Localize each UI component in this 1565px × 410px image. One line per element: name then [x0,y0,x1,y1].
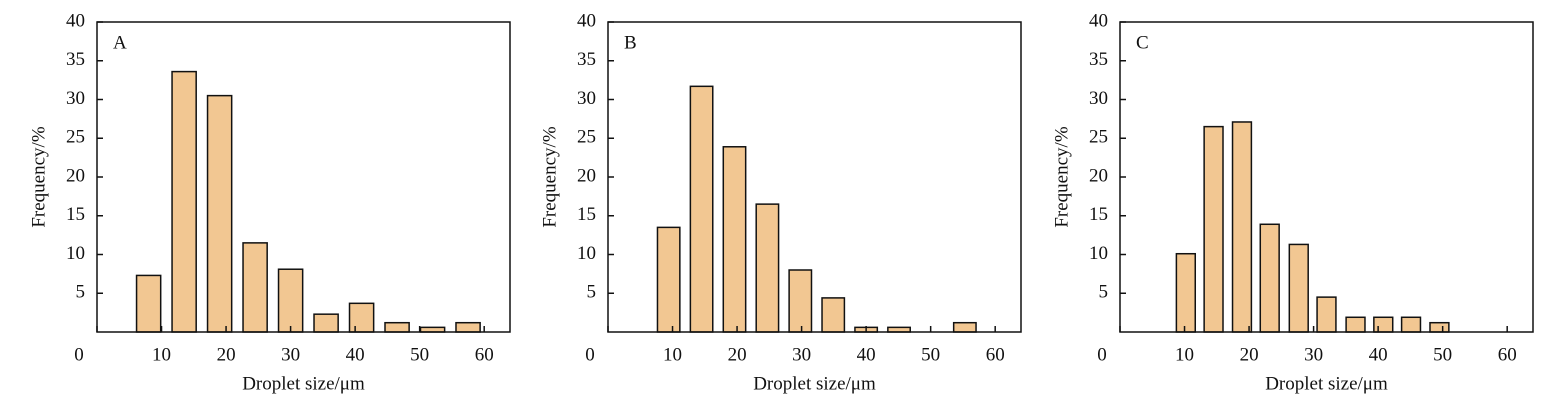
y-tick-label: 25 [1089,127,1108,148]
x-tick-label: 30 [1304,344,1323,365]
bar [1203,125,1224,333]
x-tick-label: 30 [792,344,811,365]
x-tick-label: 20 [217,344,236,365]
y-tick-label: 10 [66,243,85,264]
x-tick-label: 40 [1369,344,1388,365]
y-tick-label: 30 [66,88,85,109]
bar [171,70,197,333]
y-tick-label: 35 [577,49,596,70]
y-axis-label: Frequency/% [539,126,560,227]
bar [722,146,747,333]
y-tick-label: 25 [66,127,85,148]
y-tick-label: 20 [577,165,596,186]
y-tick-label: 30 [577,88,596,109]
panel: 5 10 15 20 25 30 35 40 0 10 20 30 40 50 60 B Droplet siz… [539,10,1022,394]
bar [1231,121,1253,333]
x-axis-label: Droplet size/μm [753,373,876,394]
x-axis-label: Droplet size/μm [242,373,365,394]
x-tick-label: 60 [986,344,1005,365]
panel: 5 10 15 20 25 30 35 40 0 10 20 30 40 50 60 C Droplet siz… [1051,10,1534,394]
bar [1429,321,1450,333]
bar [313,313,339,333]
bar [277,268,304,333]
x-tick-label: 60 [475,344,494,365]
y-tick-label: 15 [577,204,596,225]
y-tick-label: 40 [1089,10,1108,31]
x-tick-label: 0 [1097,344,1107,365]
x-tick-label: 40 [857,344,876,365]
y-tick-label: 30 [1089,88,1108,109]
bar [1288,243,1309,333]
x-tick-label: 40 [346,344,365,365]
panel: 5 10 15 20 25 30 35 40 0 10 20 30 40 50 60 A Droplet siz… [28,10,511,394]
bar [384,321,410,333]
x-tick-label: 30 [281,344,300,365]
y-tick-label: 5 [76,282,86,303]
bar [821,297,846,333]
y-tick-label: 20 [1089,165,1108,186]
x-tick-label: 50 [921,344,940,365]
bar [1316,296,1337,333]
y-tick-label: 5 [1099,282,1109,303]
y-tick-label: 35 [1089,49,1108,70]
bar [1175,252,1197,333]
bar [755,203,780,333]
bar [206,94,233,333]
bar [1259,223,1280,333]
y-tick-label: 35 [66,49,85,70]
x-tick-label: 0 [74,344,84,365]
y-tick-label: 20 [66,165,85,186]
x-tick-label: 20 [728,344,747,365]
y-tick-label: 10 [577,243,596,264]
bar [1400,316,1422,333]
bar [1345,316,1366,333]
y-tick-label: 25 [577,127,596,148]
panel-label: A [113,32,127,53]
y-tick-label: 5 [587,282,597,303]
x-tick-label: 50 [1433,344,1452,365]
bar [1373,316,1394,333]
bar [348,302,375,333]
bar [455,321,481,333]
y-tick-label: 15 [66,204,85,225]
bar [788,269,813,333]
panel-label: C [1136,32,1149,53]
x-axis-label: Droplet size/μm [1265,373,1388,394]
x-tick-label: 10 [663,344,682,365]
y-tick-label: 15 [1089,204,1108,225]
x-tick-label: 10 [152,344,171,365]
y-tick-label: 10 [1089,243,1108,264]
x-tick-label: 10 [1175,344,1194,365]
bar [952,321,977,333]
y-axis-label: Frequency/% [28,126,49,227]
x-tick-label: 50 [410,344,429,365]
panel-label: B [624,32,637,53]
x-tick-label: 20 [1240,344,1259,365]
bar [656,226,681,333]
x-tick-label: 0 [585,344,595,365]
y-axis-label: Frequency/% [1051,126,1072,227]
bar [135,274,162,333]
y-tick-label: 40 [577,10,596,31]
x-tick-label: 60 [1498,344,1517,365]
y-tick-label: 40 [66,10,85,31]
bar [242,242,268,333]
bar [689,85,714,333]
